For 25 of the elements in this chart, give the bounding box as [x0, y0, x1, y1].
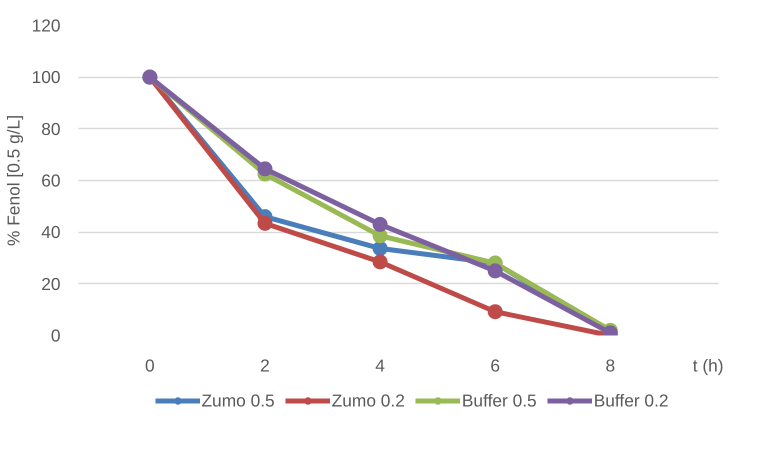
y-tick-label: 40	[41, 222, 61, 242]
y-tick-label: 80	[41, 118, 61, 139]
point	[372, 254, 388, 270]
x-tick-label: 0	[145, 356, 155, 376]
x-tick-label: 2	[260, 356, 270, 376]
y-axis-title: % Fenol [0.5 g/L]	[4, 114, 24, 246]
x-tick-label: 8	[605, 356, 616, 376]
y-tick-label: 120	[32, 16, 61, 36]
legend-label: Buffer 0.5	[462, 390, 537, 411]
x-tick-label: 4	[375, 356, 386, 376]
point	[257, 161, 272, 176]
point	[257, 216, 272, 231]
point	[488, 263, 503, 278]
x-axis-title: t (h)	[692, 356, 724, 376]
legend-label: Zumo 0.5	[201, 390, 275, 411]
y-tick-label: 60	[41, 170, 61, 190]
legend-label: Buffer 0.2	[594, 390, 669, 411]
y-tick-label: 0	[50, 326, 61, 346]
y-tick-label: 100	[32, 67, 61, 88]
point	[372, 240, 388, 256]
x-tick-label: 6	[490, 356, 500, 376]
legend-label: Zumo 0.2	[332, 390, 405, 411]
y-tick-label: 20	[41, 274, 61, 294]
point	[372, 216, 388, 232]
point	[488, 304, 503, 320]
